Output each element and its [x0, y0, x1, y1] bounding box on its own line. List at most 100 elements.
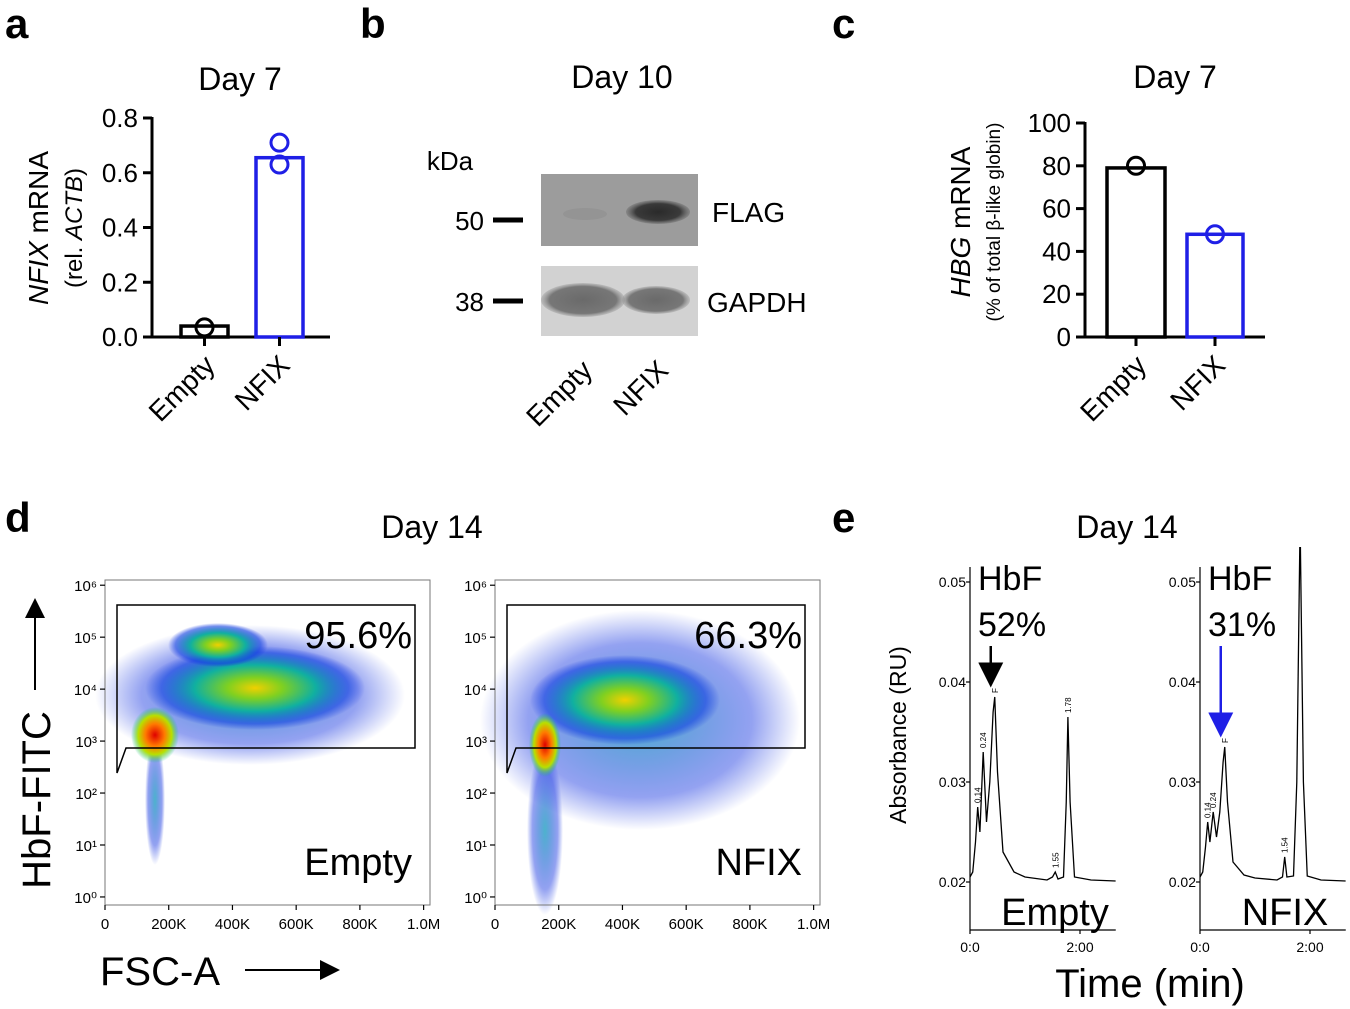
y-axis-label: Absorbance (RU) — [885, 646, 911, 824]
peak-label: 1.54 — [1281, 837, 1290, 853]
lane-label: Empty — [520, 354, 598, 432]
x-tick-label: 200K — [541, 916, 576, 933]
x-tick-label: 2:00 — [1296, 939, 1323, 955]
peak-label: 0.24 — [979, 732, 988, 748]
y-axis-sublabel: (rel. ACTB) — [61, 168, 88, 288]
y-tick-label: 0.05 — [1169, 574, 1196, 590]
y-tick-label: 0.03 — [1169, 774, 1196, 790]
data-point — [194, 317, 215, 338]
y-tick-label: 10⁶ — [74, 578, 97, 595]
x-tick-label: NFIX — [229, 349, 296, 416]
blot-title: Day 10 — [571, 59, 672, 95]
blot-unit: kDa — [427, 146, 474, 176]
x-tick-label: 0:0 — [960, 939, 980, 955]
gate — [116, 604, 416, 774]
y-tick-label: 10⁴ — [464, 682, 487, 699]
y-tick-label: 0.0 — [102, 322, 138, 352]
x-tick-label: Empty — [143, 349, 221, 427]
y-tick-label: 0 — [1057, 322, 1071, 352]
bar — [1185, 232, 1245, 339]
x-tick-label: 200K — [151, 916, 186, 933]
sample-label: NFIX — [1242, 892, 1329, 934]
plot-frame — [494, 579, 821, 906]
hbf-percent: 52% — [978, 606, 1046, 644]
blot-panel: Day 10 kDa 50 38 FLAG GAPDH Empty NFIX — [427, 59, 807, 432]
y-tick-label: 10² — [465, 786, 487, 803]
density-cloud — [529, 713, 561, 777]
x-tick-label: 400K — [605, 916, 640, 933]
marker-label: 38 — [455, 287, 484, 317]
y-tick-label: 20 — [1042, 279, 1071, 309]
bar — [1105, 166, 1167, 339]
y-tick-label: 10³ — [465, 734, 487, 751]
y-tick-label: 10² — [75, 786, 97, 803]
sample-label: Empty — [1001, 892, 1109, 934]
chart-title: Day 14 — [381, 509, 482, 545]
density-cloud — [145, 735, 165, 865]
gate-percent: 66.3% — [694, 615, 802, 657]
lane-label: NFIX — [607, 354, 674, 421]
density-cloud — [131, 707, 179, 763]
y-tick-label: 0.8 — [102, 103, 138, 133]
y-tick-label: 80 — [1042, 151, 1071, 181]
y-axis-sublabel-part: ) — [61, 168, 88, 176]
plot-frame — [104, 579, 431, 906]
blot-band — [622, 286, 690, 314]
x-tick-label: 0 — [491, 916, 499, 933]
bar — [254, 155, 305, 339]
y-tick-label: 10⁴ — [74, 682, 97, 699]
density-cloud — [530, 655, 720, 745]
panel-letter: a — [5, 0, 29, 47]
peak-label: 1.78 — [1064, 697, 1073, 713]
x-tick-label: 1.0M — [797, 916, 830, 933]
y-tick-label: 10⁶ — [464, 578, 487, 595]
y-axis-sublabel: (% of total β-like globin) — [984, 123, 1005, 322]
chromatogram — [970, 696, 1116, 882]
x-tick-label: 600K — [669, 916, 704, 933]
band-label: GAPDH — [707, 287, 807, 318]
hbf-percent: 31% — [1208, 606, 1276, 644]
x-tick-label: 0:0 — [1190, 939, 1210, 955]
y-tick-label: 40 — [1042, 236, 1071, 266]
y-tick-label: 0.2 — [102, 267, 138, 297]
panel-letter: d — [5, 494, 31, 541]
peak-label: 1.55 — [1051, 852, 1060, 868]
data-point — [269, 132, 290, 153]
y-tick-label: 0.02 — [939, 874, 966, 890]
y-axis-label-part: HBG — [945, 237, 976, 298]
y-axis-sublabel-part: (% of total β-like globin) — [984, 123, 1005, 322]
band-label: FLAG — [712, 197, 785, 228]
y-tick-label: 0.04 — [1169, 674, 1196, 690]
chart-title: Day 7 — [1133, 59, 1217, 95]
panel-letter: e — [832, 494, 855, 541]
marker-label: 50 — [455, 206, 484, 236]
y-axis-label-part: mRNA — [945, 146, 976, 237]
data-point — [269, 154, 290, 175]
peak-label: F — [991, 688, 1000, 693]
chart-title: Day 14 — [1076, 509, 1177, 545]
y-tick-label: 100 — [1028, 108, 1071, 138]
y-tick-label: 10¹ — [465, 838, 487, 855]
y-tick-label: 10⁰ — [464, 890, 487, 907]
x-axis-label: FSC-A — [100, 950, 220, 994]
y-tick-label: 0.03 — [939, 774, 966, 790]
x-tick-label: 0 — [101, 916, 109, 933]
x-tick-label: 600K — [279, 916, 314, 933]
peak-label: 0.14 — [1204, 802, 1213, 818]
y-tick-label: 10⁵ — [464, 630, 487, 647]
blot-band — [626, 200, 690, 224]
density-cloud — [145, 646, 365, 730]
x-tick-label: 1.0M — [407, 916, 440, 933]
panel-letter: b — [360, 0, 386, 47]
y-axis-sublabel-part: ACTB — [61, 176, 88, 242]
x-axis-label: Time (min) — [1055, 962, 1245, 1006]
chromatogram — [1200, 547, 1346, 882]
y-tick-label: 10⁵ — [74, 630, 97, 647]
y-tick-label: 0.4 — [102, 213, 138, 243]
y-tick-label: 0.05 — [939, 574, 966, 590]
panel-letter: c — [832, 0, 855, 47]
blot-band — [563, 208, 607, 220]
y-axis-label-part: mRNA — [23, 151, 54, 242]
y-tick-label: 60 — [1042, 194, 1071, 224]
data-point — [1205, 224, 1225, 245]
